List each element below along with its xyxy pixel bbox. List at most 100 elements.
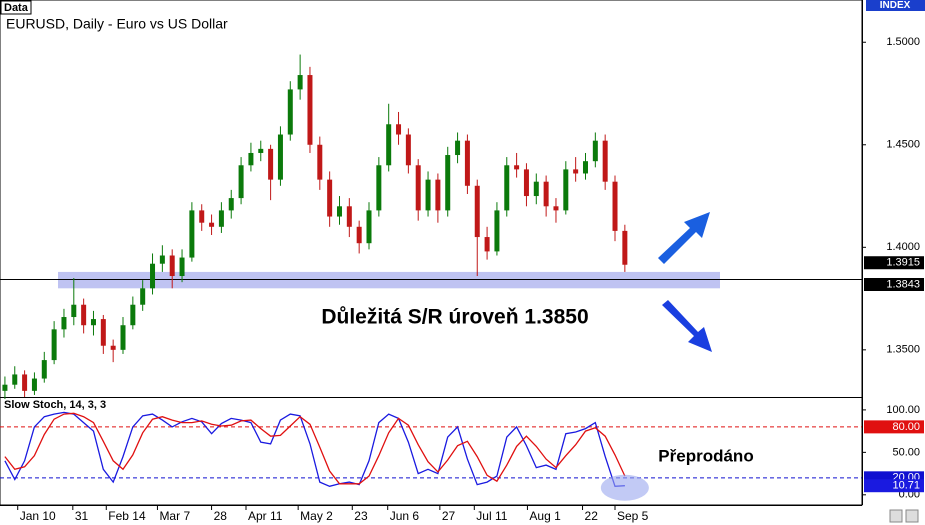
y-tick-label: 50.00 xyxy=(892,446,920,458)
candle-body xyxy=(317,144,323,180)
close-icon[interactable] xyxy=(905,509,919,523)
candle-body xyxy=(346,206,352,227)
candle-body xyxy=(386,124,392,166)
candle-body xyxy=(140,288,146,305)
frame xyxy=(0,0,863,506)
candle-body xyxy=(81,304,87,326)
candle-body xyxy=(199,210,205,223)
candle-body xyxy=(474,185,480,238)
y-tick-label: 1.4500 xyxy=(886,139,920,151)
x-tick-label: Jan 10 xyxy=(20,509,56,523)
candle-body xyxy=(238,165,244,199)
candle-body xyxy=(248,152,254,166)
level-label: 1.3843 xyxy=(886,278,920,290)
candle-body xyxy=(415,165,421,211)
oversold-highlight xyxy=(600,474,649,501)
y-tick-label: 100.00 xyxy=(886,404,920,416)
sr-annotation: Důležitá S/R úroveň 1.3850 xyxy=(321,306,588,329)
marks: 1.5000 1.4500 1.4000 1.3500 1.3915 1.3843 Jan … xyxy=(0,36,924,523)
candle-body xyxy=(336,206,342,217)
candle-body xyxy=(582,161,588,174)
tag-box xyxy=(0,0,32,15)
candle-body xyxy=(179,257,185,277)
candle-body xyxy=(494,210,500,252)
last-stoch-box xyxy=(864,479,924,493)
candle-body xyxy=(169,255,175,277)
candle-body xyxy=(228,198,234,211)
candle-body xyxy=(189,210,195,258)
level-box xyxy=(864,420,924,434)
candle-body xyxy=(366,210,372,244)
x-tick-label: Jun 6 xyxy=(390,509,420,523)
candle-body xyxy=(445,155,451,211)
x-tick-label: 27 xyxy=(442,509,456,523)
level-label: 80.00 xyxy=(892,421,920,433)
candle-body xyxy=(356,226,362,244)
candle-body xyxy=(130,304,136,326)
candle-body xyxy=(159,255,165,264)
candle-body xyxy=(307,75,313,145)
candle-body xyxy=(209,222,215,227)
candle-body xyxy=(425,179,431,211)
candle-body xyxy=(504,165,510,211)
oversold-annotation: Přeprodáno xyxy=(658,446,753,465)
level-box xyxy=(864,277,924,291)
candle-body xyxy=(376,165,382,211)
candle-body xyxy=(51,329,57,361)
candle-body xyxy=(405,134,411,166)
x-tick-label: Aug 1 xyxy=(529,509,561,523)
candle-body xyxy=(2,384,8,391)
candle-body xyxy=(523,169,529,197)
candle-body xyxy=(22,374,28,391)
stoch-line xyxy=(4,412,626,485)
window-icon[interactable] xyxy=(889,509,903,523)
y-tick-label: 1.4000 xyxy=(886,241,920,253)
candle-body xyxy=(484,237,490,252)
x-tick-label: May 2 xyxy=(300,509,333,523)
candle-body xyxy=(41,360,47,379)
candle-body xyxy=(61,317,67,330)
candle-body xyxy=(71,304,77,318)
index-tag: INDEX xyxy=(880,0,911,11)
x-tick-label: Mar 7 xyxy=(159,509,190,523)
candle-body xyxy=(602,140,608,182)
tag: Data xyxy=(4,2,29,14)
candle-body xyxy=(297,75,303,90)
candle-body xyxy=(268,148,274,180)
candle-body xyxy=(327,179,333,217)
x-tick-label: 22 xyxy=(585,509,599,523)
candle-body xyxy=(435,179,441,211)
arrow-down xyxy=(662,300,712,352)
index-box xyxy=(866,0,925,11)
candle-body xyxy=(120,325,126,350)
candle-body xyxy=(543,181,549,207)
x-tick-label: Apr 11 xyxy=(248,509,283,523)
x-tick-label: Jul 11 xyxy=(476,509,507,523)
candle-body xyxy=(573,169,579,174)
candle-body xyxy=(287,89,293,135)
candle-body xyxy=(553,206,559,211)
candle-body xyxy=(277,134,283,180)
chart-title: EURUSD, Daily - Euro vs US Dollar xyxy=(6,16,228,32)
candle-body xyxy=(533,181,539,197)
y-tick-label: 1.3500 xyxy=(886,344,920,356)
indicator-title: Slow Stoch, 14, 3, 3 xyxy=(4,399,106,411)
candle-body xyxy=(110,345,116,350)
x-tick-label: Sep 5 xyxy=(617,509,649,523)
candle-body xyxy=(258,148,264,153)
candle-body xyxy=(12,374,18,385)
last-price-label: 1.3915 xyxy=(886,257,920,269)
x-tick-label: 28 xyxy=(214,509,228,523)
candle-body xyxy=(455,140,461,156)
candle-body xyxy=(100,319,106,346)
y-tick-label: 1.5000 xyxy=(886,36,920,48)
candle-body xyxy=(464,140,470,186)
sr-zone xyxy=(58,271,720,289)
candle-body xyxy=(622,230,628,265)
arrow-up xyxy=(658,212,710,264)
candle-body xyxy=(396,124,402,135)
x-tick-label: 31 xyxy=(75,509,89,523)
candle-body xyxy=(150,263,156,289)
